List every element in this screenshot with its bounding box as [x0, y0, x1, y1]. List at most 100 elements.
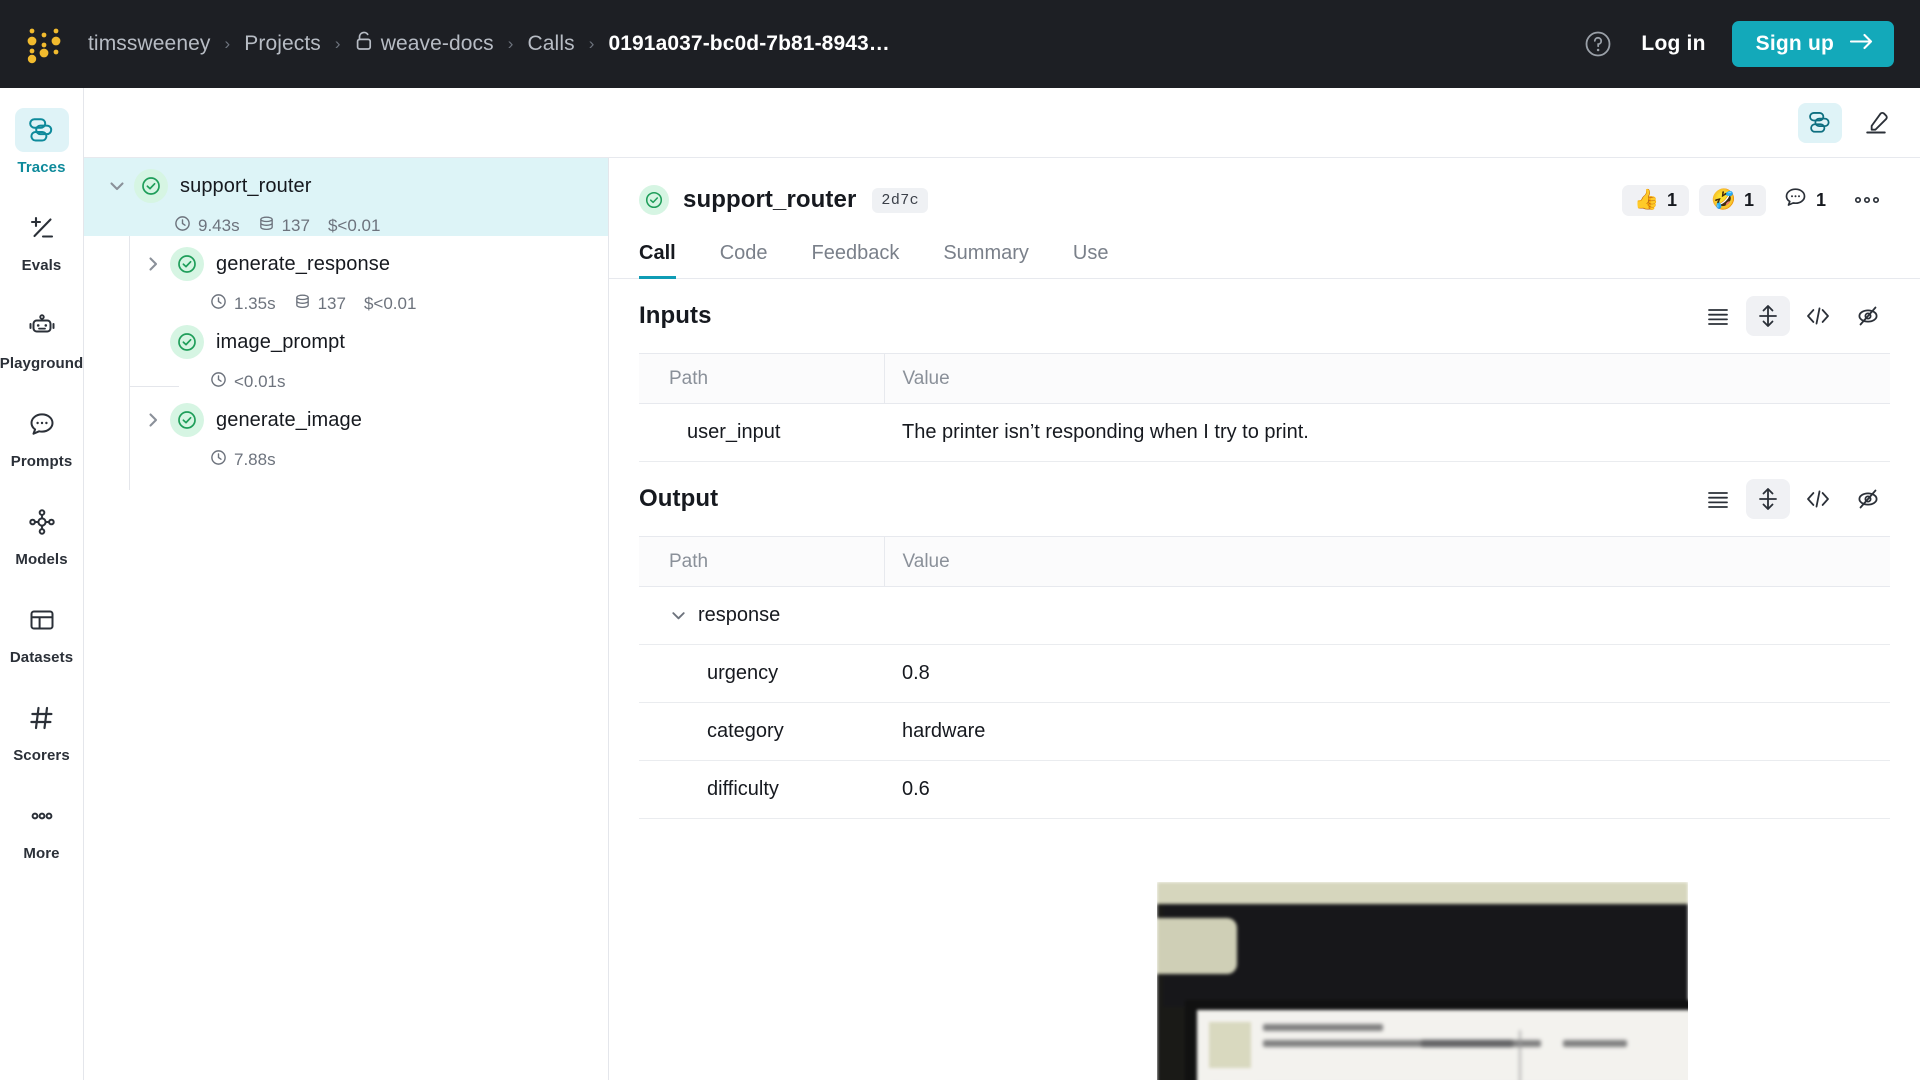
sidebar-item-datasets[interactable]: Datasets: [0, 592, 84, 690]
expand-rows-icon[interactable]: [1746, 479, 1790, 519]
breadcrumb-separator-icon: ›: [507, 34, 514, 53]
output-table-header-row: Path Value: [639, 536, 1890, 587]
document-text-line: [1421, 1040, 1541, 1047]
secondary-toolbar: [84, 88, 1920, 158]
tab-code[interactable]: Code: [719, 242, 768, 264]
table-row[interactable]: category hardware: [639, 702, 1890, 761]
output-view-tools: [1696, 479, 1890, 519]
duration-text: 9.43s: [198, 216, 240, 235]
sidebar-label-more: More: [23, 845, 60, 862]
breadcrumb-item-entity[interactable]: timssweeney: [88, 32, 211, 55]
clock-icon: [210, 371, 227, 393]
generated-output-photo[interactable]: [1157, 882, 1688, 1080]
breadcrumb-item-calls[interactable]: Calls: [527, 32, 575, 55]
chevron-down-icon[interactable]: [669, 606, 688, 625]
chat-bubble-icon: [15, 402, 69, 446]
clock-icon: [210, 449, 227, 471]
tab-use[interactable]: Use: [1072, 242, 1109, 264]
sidebar-label-playground: Playground: [0, 355, 84, 372]
arrow-right-icon: [1849, 32, 1874, 56]
sidebar-label-scorers: Scorers: [13, 747, 70, 764]
tree-guide-line: [129, 386, 179, 387]
sidebar-item-prompts[interactable]: Prompts: [0, 396, 84, 494]
traces-panel-icon[interactable]: [1798, 102, 1842, 143]
sidebar-item-evals[interactable]: Evals: [0, 200, 84, 298]
top-bar-actions: Log in Sign up: [1581, 21, 1920, 67]
more-options-icon[interactable]: [1844, 189, 1890, 211]
tab-summary[interactable]: Summary: [943, 242, 1029, 264]
inputs-table: Path Value user_input The printer isn’t …: [639, 353, 1890, 462]
breadcrumb-item-project[interactable]: weave-docs: [355, 31, 494, 57]
code-view-icon[interactable]: [1796, 296, 1840, 336]
sidebar-item-more[interactable]: More: [0, 788, 84, 886]
sidebar-label-evals: Evals: [21, 257, 62, 274]
output-row-value-difficulty: 0.6: [884, 760, 1890, 819]
reaction-count: 1: [1815, 189, 1826, 210]
output-row-value-urgency: 0.8: [884, 644, 1890, 703]
sidebar-item-models[interactable]: Models: [0, 494, 84, 592]
output-table: Path Value response urgency 0.8: [639, 536, 1890, 819]
tokens-text: 137: [317, 294, 346, 313]
sidebar-label-models: Models: [15, 551, 68, 568]
lock-icon: [355, 31, 373, 57]
output-row-path-difficulty: difficulty: [639, 760, 884, 819]
table-row[interactable]: difficulty 0.6: [639, 760, 1890, 819]
signup-button[interactable]: Sign up: [1731, 21, 1894, 67]
duration-text: <0.01s: [234, 372, 286, 391]
trace-tree-panel[interactable]: support_router 9.43s 137 $<0.01: [84, 158, 609, 1080]
chevron-down-icon[interactable]: [100, 176, 134, 196]
inputs-col-path: Path: [639, 353, 884, 404]
sidebar-item-playground[interactable]: Playground: [0, 298, 84, 396]
tab-call[interactable]: Call: [639, 232, 698, 279]
tree-node-generate-image[interactable]: generate_image 7.88s: [84, 392, 608, 470]
breadcrumb-separator-icon: ›: [588, 34, 595, 53]
tree-node-image-prompt[interactable]: image_prompt <0.01s: [84, 314, 608, 392]
inputs-row-path: user_input: [639, 403, 884, 462]
tree-node-generate-response[interactable]: generate_response 1.35s 137 $<0.01: [84, 236, 608, 314]
tree-node-support-router[interactable]: support_router 9.43s 137 $<0.01: [84, 158, 608, 236]
hide-icon[interactable]: [1846, 296, 1890, 336]
tokens-text: 137: [281, 216, 310, 235]
output-row-path-urgency: urgency: [639, 644, 884, 703]
table-row[interactable]: response: [639, 586, 1890, 645]
breadcrumb-item-call-id[interactable]: 0191a037-bc0d-7b81-8943…: [608, 32, 890, 55]
table-row[interactable]: user_input The printer isn’t responding …: [639, 403, 1890, 462]
sidebar-item-scorers[interactable]: Scorers: [0, 690, 84, 788]
document-rule: [1519, 1030, 1521, 1080]
breadcrumb-item-projects[interactable]: Projects: [244, 32, 321, 55]
document-text-line: [1563, 1040, 1627, 1047]
table-row[interactable]: urgency 0.8: [639, 644, 1890, 703]
inputs-table-header-row: Path Value: [639, 353, 1890, 404]
left-nav-rail: Traces Evals Playground: [0, 88, 84, 1080]
rofl-reaction[interactable]: 🤣 1: [1699, 184, 1766, 216]
tree-node-label: generate_image: [216, 408, 362, 431]
sidebar-label-prompts: Prompts: [10, 453, 73, 470]
call-tabs: Call Code Feedback Summary Use: [609, 232, 1920, 279]
chevron-right-icon[interactable]: [136, 254, 170, 274]
inputs-col-value: Value: [883, 353, 1890, 404]
list-view-icon[interactable]: [1696, 479, 1740, 519]
call-detail-panel: support_router 2d7c 👍 1 🤣 1 1: [609, 158, 1920, 1080]
sidebar-label-traces: Traces: [17, 159, 66, 176]
question-circle-icon[interactable]: [1581, 27, 1615, 61]
output-section-header: Output: [639, 462, 1890, 536]
thumbs-up-reaction[interactable]: 👍 1: [1622, 184, 1690, 216]
highlighter-pen-icon[interactable]: [1854, 103, 1898, 143]
wandb-logo[interactable]: [0, 0, 88, 88]
output-col-value: Value: [883, 536, 1890, 587]
tree-guide-line: [129, 202, 130, 490]
tokens-icon: [294, 293, 311, 315]
tab-feedback[interactable]: Feedback: [811, 242, 900, 264]
tree-node-duration: <0.01s: [210, 371, 286, 393]
code-view-icon[interactable]: [1796, 479, 1840, 519]
hide-icon[interactable]: [1846, 479, 1890, 519]
comment-reaction[interactable]: 1: [1776, 182, 1834, 218]
expand-rows-icon[interactable]: [1746, 296, 1790, 336]
evals-plus-minus-icon: [15, 206, 69, 250]
login-button[interactable]: Log in: [1641, 32, 1706, 55]
document-text-line: [1263, 1040, 1513, 1047]
chevron-right-icon[interactable]: [136, 410, 170, 430]
list-view-icon[interactable]: [1696, 296, 1740, 336]
sidebar-item-traces[interactable]: Traces: [0, 102, 84, 200]
call-header: support_router 2d7c 👍 1 🤣 1 1: [609, 158, 1920, 220]
